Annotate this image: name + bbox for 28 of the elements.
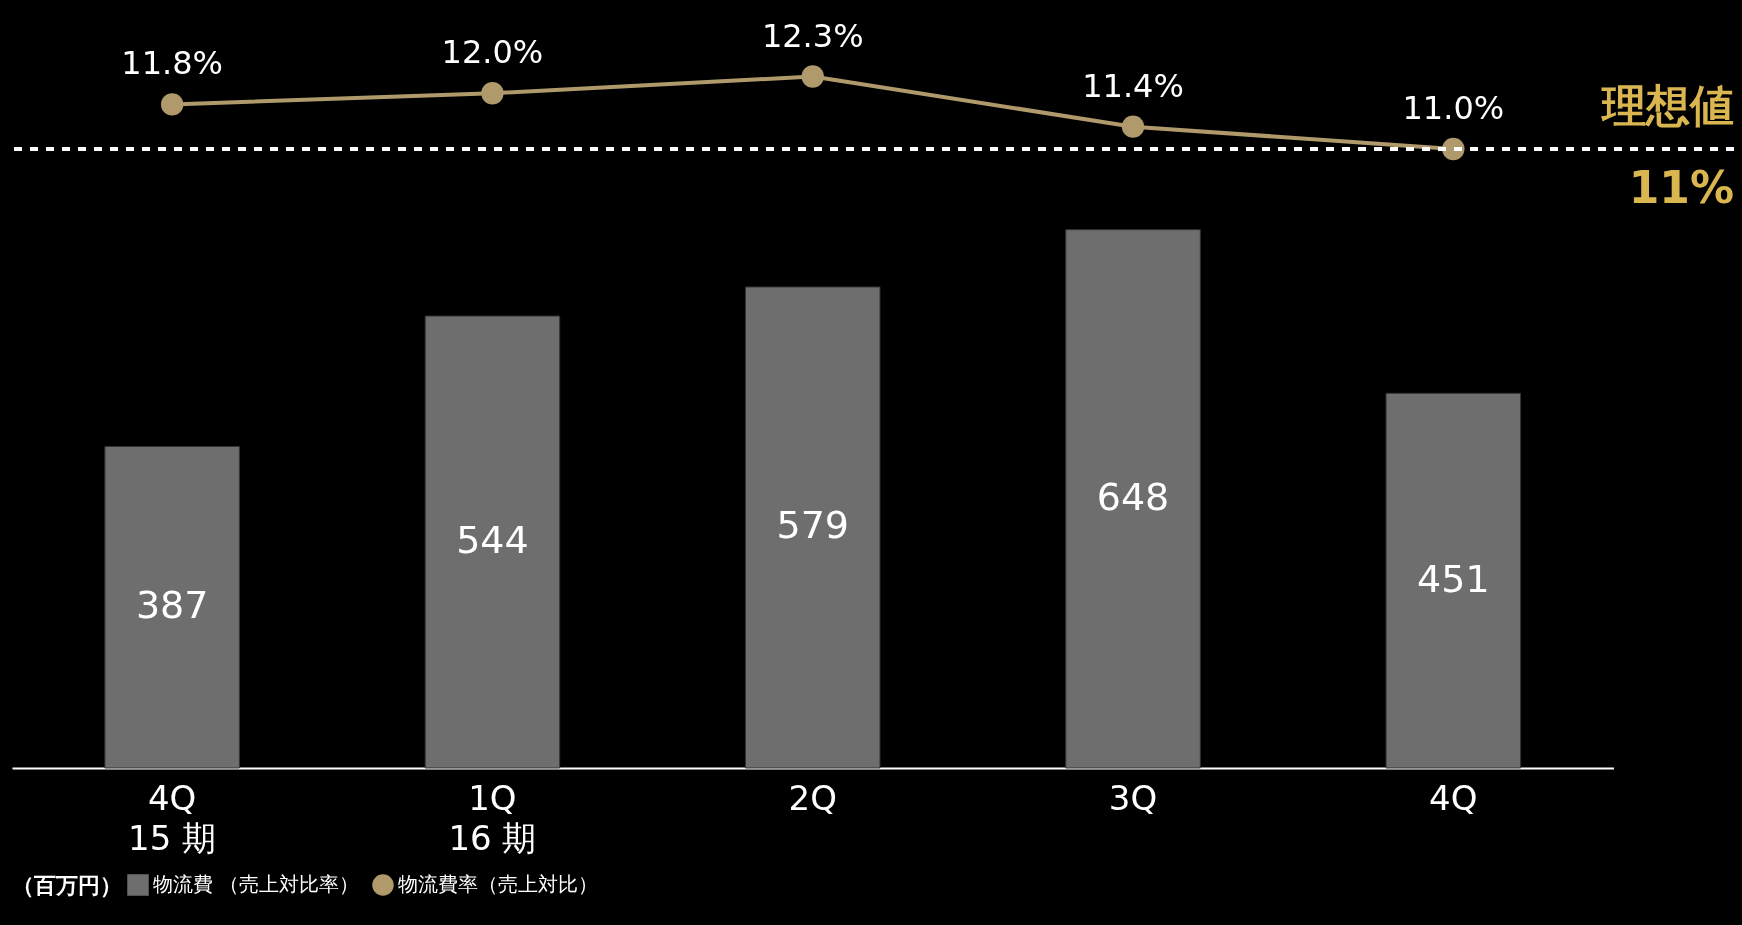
data-label: 387	[135, 583, 209, 628]
bar	[1065, 229, 1201, 769]
data-label: 11.0%	[1402, 89, 1505, 127]
data-label: 12.3%	[761, 16, 864, 55]
data-label: 648	[1096, 474, 1170, 519]
point	[160, 93, 184, 116]
x-tick-label: 4Q 15 期	[128, 777, 217, 858]
x-tick-label: 4Q	[1429, 777, 1478, 818]
point	[801, 65, 824, 88]
legend-title: （百万円）	[12, 873, 122, 898]
bar	[1385, 392, 1522, 769]
x-tick-label: 1Q 16 期	[448, 777, 537, 858]
bar	[424, 315, 561, 769]
bar	[104, 445, 240, 769]
point	[1121, 115, 1145, 138]
data-label: 11.8%	[121, 44, 223, 83]
data-label: 579	[776, 503, 849, 548]
data-label: 451	[1417, 556, 1490, 601]
data-label: 12.0%	[441, 33, 544, 72]
data-label: 544	[456, 518, 529, 563]
point	[481, 82, 504, 105]
bar	[744, 286, 881, 769]
legend-label: 物流費率（売上対比）	[398, 872, 598, 896]
ref-line-label: 理想値 11%	[1600, 80, 1734, 213]
x-tick-label: 3Q	[1108, 777, 1158, 818]
data-label: 11.4%	[1082, 66, 1184, 105]
legend-label: 物流費 （売上対比率）	[153, 872, 360, 896]
x-tick-label: 2Q	[788, 777, 837, 818]
